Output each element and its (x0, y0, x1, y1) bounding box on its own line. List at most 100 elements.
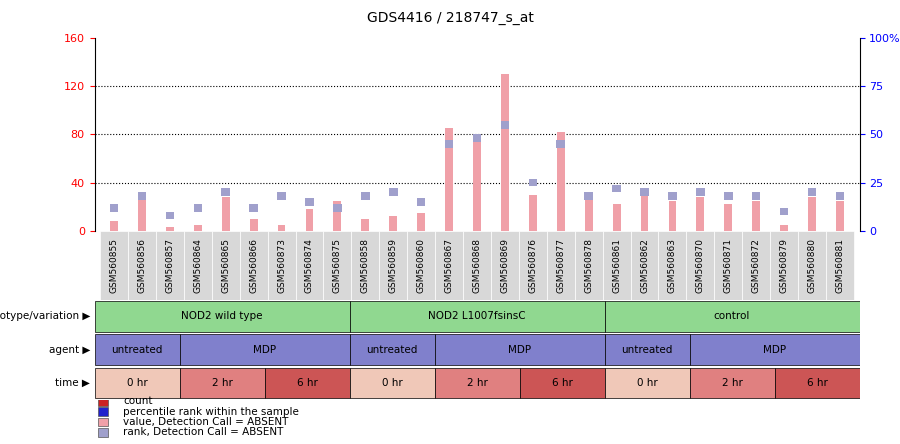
Text: 2 hr: 2 hr (212, 378, 232, 388)
Bar (98, 407, 108, 416)
Bar (138, 192, 147, 200)
Text: GSM560865: GSM560865 (221, 238, 230, 293)
Bar (323, 231, 351, 300)
Text: time ▶: time ▶ (55, 378, 90, 388)
Text: GSM560876: GSM560876 (528, 238, 537, 293)
Bar (715, 231, 742, 300)
Text: untreated: untreated (621, 345, 672, 355)
Text: GSM560861: GSM560861 (612, 238, 621, 293)
Text: GSM560881: GSM560881 (835, 238, 844, 293)
Text: GSM560858: GSM560858 (361, 238, 370, 293)
Bar (752, 201, 760, 231)
Text: 2 hr: 2 hr (466, 378, 488, 388)
Bar (808, 197, 816, 231)
Bar (529, 194, 536, 231)
Bar (379, 231, 407, 300)
Text: 0 hr: 0 hr (636, 378, 657, 388)
Text: GDS4416 / 218747_s_at: GDS4416 / 218747_s_at (366, 11, 534, 25)
Text: GSM560875: GSM560875 (333, 238, 342, 293)
Bar (98, 428, 108, 437)
Text: NOD2 L1007fsinsC: NOD2 L1007fsinsC (428, 311, 526, 321)
Bar (603, 231, 631, 300)
Bar (418, 213, 425, 231)
Bar (94, 301, 349, 332)
Bar (689, 368, 775, 398)
Bar (556, 140, 565, 148)
Bar (687, 231, 715, 300)
Bar (612, 185, 621, 192)
Bar (295, 231, 323, 300)
Bar (669, 201, 676, 231)
Bar (519, 368, 605, 398)
Bar (390, 216, 397, 231)
Bar (100, 231, 128, 300)
Bar (194, 204, 202, 212)
Bar (605, 334, 689, 365)
Bar (184, 231, 212, 300)
Bar (689, 334, 859, 365)
Text: 6 hr: 6 hr (552, 378, 572, 388)
Bar (212, 231, 239, 300)
Text: GSM560877: GSM560877 (556, 238, 565, 293)
Bar (585, 197, 592, 231)
Bar (584, 192, 593, 200)
Text: GSM560860: GSM560860 (417, 238, 426, 293)
Bar (265, 368, 349, 398)
Text: MDP: MDP (253, 345, 276, 355)
Bar (435, 231, 463, 300)
Text: 0 hr: 0 hr (127, 378, 148, 388)
Text: GSM560880: GSM560880 (807, 238, 816, 293)
Text: GSM560867: GSM560867 (445, 238, 454, 293)
Bar (417, 198, 426, 206)
Bar (156, 231, 184, 300)
Bar (333, 204, 342, 212)
Bar (249, 204, 258, 212)
Bar (519, 231, 547, 300)
Text: GSM560872: GSM560872 (752, 238, 760, 293)
Text: GSM560856: GSM560856 (138, 238, 147, 293)
Text: GSM560859: GSM560859 (389, 238, 398, 293)
Bar (463, 231, 491, 300)
Text: untreated: untreated (366, 345, 418, 355)
Bar (500, 121, 509, 128)
Bar (435, 368, 519, 398)
Text: GSM560873: GSM560873 (277, 238, 286, 293)
Text: GSM560878: GSM560878 (584, 238, 593, 293)
Text: GSM560879: GSM560879 (779, 238, 788, 293)
Bar (826, 231, 854, 300)
Bar (179, 368, 265, 398)
Bar (697, 197, 705, 231)
Bar (98, 397, 108, 406)
Text: 6 hr: 6 hr (806, 378, 827, 388)
Bar (446, 128, 453, 231)
Text: GSM560868: GSM560868 (472, 238, 482, 293)
Text: value, Detection Call = ABSENT: value, Detection Call = ABSENT (123, 417, 289, 427)
Text: genotype/variation ▶: genotype/variation ▶ (0, 311, 90, 321)
Text: GSM560864: GSM560864 (194, 238, 202, 293)
Bar (696, 188, 705, 196)
Bar (306, 209, 313, 231)
Bar (557, 132, 564, 231)
Bar (836, 201, 844, 231)
Text: GSM560862: GSM560862 (640, 238, 649, 293)
Bar (110, 221, 118, 231)
Bar (742, 231, 770, 300)
Text: control: control (714, 311, 751, 321)
Bar (775, 368, 860, 398)
Bar (334, 201, 341, 231)
Text: MDP: MDP (508, 345, 531, 355)
Bar (267, 231, 295, 300)
Bar (407, 231, 435, 300)
Bar (166, 227, 174, 231)
Bar (780, 225, 788, 231)
Bar (349, 334, 435, 365)
Bar (472, 135, 482, 142)
Bar (659, 231, 687, 300)
Bar (668, 192, 677, 200)
Text: 2 hr: 2 hr (722, 378, 742, 388)
Text: count: count (123, 396, 153, 406)
Bar (278, 225, 285, 231)
Bar (239, 231, 267, 300)
Bar (491, 231, 519, 300)
Bar (631, 231, 659, 300)
